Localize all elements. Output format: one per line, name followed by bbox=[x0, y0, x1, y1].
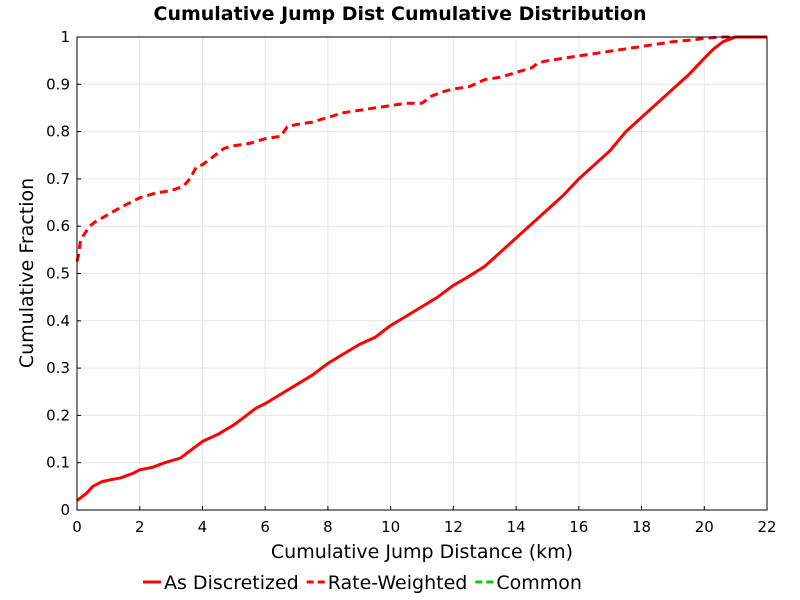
x-tick-label: 8 bbox=[323, 518, 333, 536]
x-tick-label: 12 bbox=[444, 518, 463, 536]
x-tick-label: 14 bbox=[507, 518, 526, 536]
y-tick-label: 0.8 bbox=[46, 123, 70, 141]
y-tick-label: 0 bbox=[60, 501, 70, 519]
legend-label: As Discretized bbox=[164, 572, 299, 594]
x-tick-label: 4 bbox=[198, 518, 208, 536]
x-tick-label: 18 bbox=[632, 518, 651, 536]
series-line-rate-weighted bbox=[75, 35, 767, 263]
y-tick-label: 0.3 bbox=[46, 359, 70, 377]
series-line-as-discretized bbox=[76, 35, 767, 502]
y-tick-label: 0.7 bbox=[46, 170, 70, 188]
series-layer bbox=[75, 35, 767, 502]
x-tick-label: 22 bbox=[757, 518, 776, 536]
y-tick-label: 1 bbox=[60, 28, 70, 46]
chart-title: Cumulative Jump Dist Cumulative Distribu… bbox=[154, 3, 647, 25]
y-tick-label: 0.5 bbox=[46, 265, 70, 283]
y-tick-label: 0.2 bbox=[46, 406, 70, 424]
x-tick-label: 0 bbox=[72, 518, 82, 536]
y-tick-label: 0.9 bbox=[46, 75, 70, 93]
x-axis-ticks: 0 2 4 6 8 10 12 14 16 18 20 22 bbox=[72, 506, 777, 536]
legend: As Discretized Rate-Weighted Common bbox=[143, 572, 582, 594]
x-tick-label: 6 bbox=[260, 518, 270, 536]
x-tick-label: 20 bbox=[695, 518, 714, 536]
y-tick-label: 0.4 bbox=[46, 312, 70, 330]
x-tick-label: 2 bbox=[135, 518, 145, 536]
grid-lines bbox=[76, 36, 768, 511]
legend-label: Common bbox=[496, 572, 582, 594]
y-tick-label: 0.1 bbox=[46, 454, 70, 472]
x-axis-label: Cumulative Jump Distance (km) bbox=[271, 541, 573, 563]
x-tick-label: 10 bbox=[381, 518, 400, 536]
y-axis-label: Cumulative Fraction bbox=[16, 178, 38, 368]
x-tick-label: 16 bbox=[569, 518, 588, 536]
legend-label: Rate-Weighted bbox=[328, 572, 468, 594]
y-tick-label: 0.6 bbox=[46, 217, 70, 235]
y-axis-ticks: 0 0.1 0.2 0.3 0.4 0.5 0.6 0.7 0.8 0.9 1 bbox=[46, 28, 81, 519]
plot-area bbox=[75, 35, 768, 511]
